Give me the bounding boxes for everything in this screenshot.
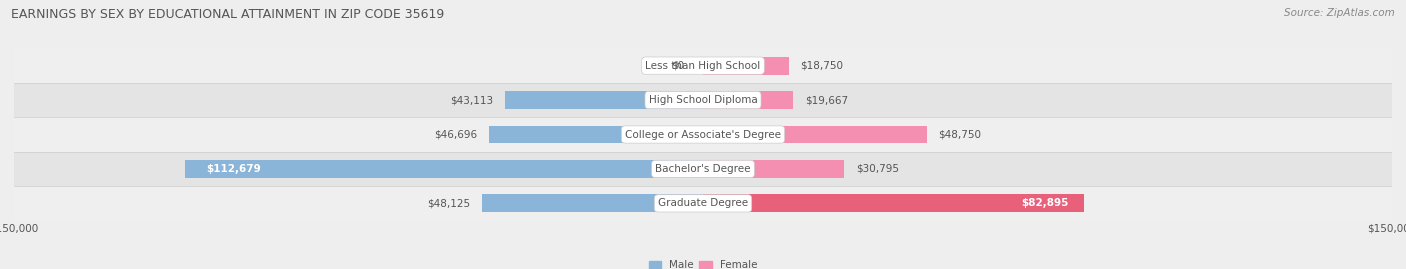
Legend: Male, Female: Male, Female (648, 260, 758, 269)
Bar (703, 126, 927, 143)
Text: Source: ZipAtlas.com: Source: ZipAtlas.com (1284, 8, 1395, 18)
Text: $19,667: $19,667 (804, 95, 848, 105)
Bar (14, 83, 1392, 117)
Text: $48,125: $48,125 (427, 198, 471, 208)
Text: College or Associate's Degree: College or Associate's Degree (626, 129, 780, 140)
Bar (505, 91, 703, 109)
Bar (186, 160, 703, 178)
Text: $30,795: $30,795 (856, 164, 898, 174)
Bar (14, 152, 1392, 186)
Text: EARNINGS BY SEX BY EDUCATIONAL ATTAINMENT IN ZIP CODE 35619: EARNINGS BY SEX BY EDUCATIONAL ATTAINMEN… (11, 8, 444, 21)
Text: Bachelor's Degree: Bachelor's Degree (655, 164, 751, 174)
Text: $43,113: $43,113 (450, 95, 494, 105)
Text: $46,696: $46,696 (434, 129, 477, 140)
Bar (488, 126, 703, 143)
Text: Less than High School: Less than High School (645, 61, 761, 71)
Bar (14, 48, 1392, 83)
Text: High School Diploma: High School Diploma (648, 95, 758, 105)
Bar (703, 57, 789, 75)
Bar (482, 194, 703, 212)
Bar (703, 91, 793, 109)
Text: Graduate Degree: Graduate Degree (658, 198, 748, 208)
Text: $18,750: $18,750 (800, 61, 844, 71)
Bar (14, 186, 1392, 221)
Text: $82,895: $82,895 (1021, 198, 1069, 208)
Text: $112,679: $112,679 (207, 164, 262, 174)
Text: $0: $0 (672, 61, 685, 71)
Text: $48,750: $48,750 (938, 129, 981, 140)
Bar (14, 117, 1392, 152)
Bar (703, 160, 845, 178)
Bar (703, 194, 1084, 212)
